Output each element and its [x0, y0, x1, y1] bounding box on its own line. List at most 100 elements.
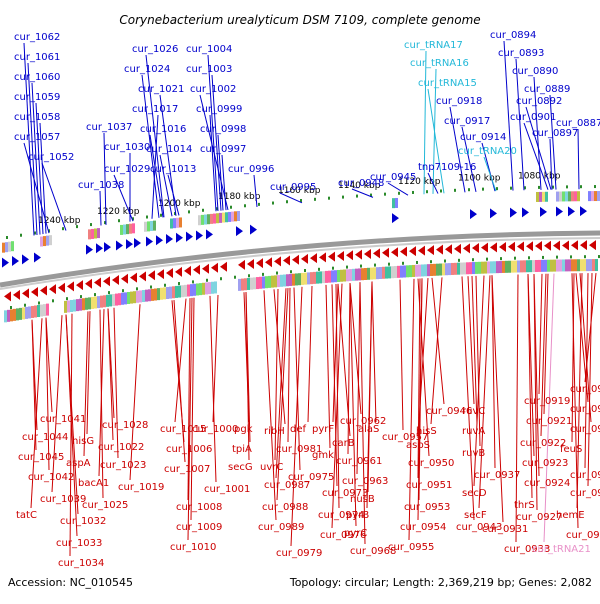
bottom-leader-line	[209, 295, 217, 483]
scale-dot	[146, 215, 148, 219]
cog-block	[216, 213, 219, 224]
cog-block	[325, 270, 328, 283]
cog-block	[502, 260, 505, 273]
cog-block	[505, 260, 508, 273]
cog-block	[237, 210, 240, 221]
minus-gene-arrow	[508, 241, 515, 252]
scale-dot	[346, 265, 348, 269]
cog-block	[379, 266, 382, 279]
minus-gene-arrow	[310, 253, 317, 264]
cog-block	[559, 191, 562, 202]
cog-block	[400, 265, 403, 278]
bottom-leader-line	[399, 279, 404, 431]
scale-dot	[150, 285, 152, 289]
bottom-leader-line	[45, 317, 53, 413]
minus-gene-arrow	[544, 240, 551, 251]
plus-gene-arrow	[12, 256, 19, 267]
minus-gene-arrow	[31, 286, 38, 297]
bottom-gene-label: cur_1039	[40, 494, 86, 505]
scale-dot	[174, 212, 176, 216]
cog-block	[126, 224, 129, 235]
cog-block	[88, 297, 91, 310]
bottom-leader-line	[527, 274, 533, 499]
bottom-gene-label: cur_0912	[570, 488, 600, 499]
cog-block	[91, 296, 94, 309]
minus-gene-arrow	[76, 280, 83, 291]
cog-block	[562, 191, 565, 202]
bottom-gene-label: cur_1032	[60, 516, 106, 527]
cog-block	[392, 198, 395, 209]
scale-dot	[272, 201, 274, 205]
minus-gene-arrow	[553, 240, 560, 251]
top-gene-label: cur_tRNA20	[458, 146, 517, 157]
top-gene-label: cur_1003	[186, 64, 232, 75]
cog-block	[331, 270, 334, 283]
cog-block	[205, 282, 208, 295]
cog-block	[198, 215, 201, 226]
scale-dot	[52, 299, 54, 303]
cog-block	[37, 305, 40, 318]
bottom-leader-line	[576, 273, 583, 509]
top-gene-label: cur_0995	[270, 182, 316, 193]
cog-block	[2, 242, 5, 253]
cog-block	[265, 276, 268, 289]
scale-dot	[402, 261, 404, 265]
plus-gene-arrow	[22, 254, 29, 265]
top-leader-line	[387, 182, 409, 196]
cog-block	[403, 265, 406, 278]
top-leader-line	[253, 174, 258, 208]
top-gene-label: cur_0887	[556, 118, 600, 129]
cog-block	[568, 191, 571, 202]
top-gene-label: cur_1052	[28, 152, 74, 163]
top-leader-line	[549, 94, 557, 190]
top-gene-label: cur_1038	[78, 180, 124, 191]
minus-gene-arrow	[175, 266, 182, 277]
bottom-gene-label: cur_tRNA21	[532, 544, 591, 555]
cog-block	[34, 305, 37, 318]
top-leader-line	[525, 106, 552, 190]
bottom-gene-label: cur_1010	[170, 542, 216, 553]
scale-dot	[388, 262, 390, 266]
top-leader-line	[533, 76, 542, 190]
scale-dot	[300, 199, 302, 202]
bottom-label-leaders	[30, 272, 597, 557]
cog-block	[442, 263, 445, 276]
scale-dot	[514, 256, 516, 260]
minus-gene-arrow	[193, 264, 200, 275]
scale-dot	[314, 197, 316, 201]
top-leader-line	[461, 126, 477, 192]
bottom-gene-labels: cur_1041 cur_1044 cur_1045 cur_1042 cur_1039…	[16, 384, 600, 569]
scale-dot	[570, 255, 572, 259]
bottom-leader-line	[99, 309, 104, 499]
minus-gene-arrow	[382, 247, 389, 258]
cog-block	[181, 285, 184, 298]
bottom-gene-label: cur_0988	[262, 502, 308, 513]
kbp-label: 1220 kbp	[97, 207, 140, 217]
bottom-leader-line	[473, 275, 485, 487]
top-gene-label: cur_0893	[498, 48, 544, 59]
bottom-gene-label: secF	[464, 510, 487, 521]
minus-gene-arrow	[328, 251, 335, 262]
top-gene-label: cur_1021	[138, 84, 184, 95]
bottom-gene-label: cur_0919	[524, 396, 570, 407]
cog-block	[490, 261, 493, 274]
top-leader-line	[523, 122, 549, 190]
bottom-leader-line	[371, 281, 377, 423]
cog-block	[238, 278, 241, 291]
cog-block	[262, 276, 265, 289]
minus-gene-arrow	[391, 247, 398, 258]
cog-block	[307, 272, 310, 285]
bottom-gene-label: cur_0943	[456, 522, 502, 533]
top-gene-label: cur_0894	[490, 30, 536, 41]
scale-dot	[34, 231, 36, 235]
bottom-gene-label: cur_0906	[570, 384, 600, 395]
cog-block	[538, 259, 541, 272]
cog-block	[207, 214, 210, 225]
cog-block	[487, 261, 490, 274]
bottom-gene-label: cur_1006	[166, 444, 212, 455]
minus-gene-arrow	[166, 268, 173, 279]
plus-gene-arrow	[540, 206, 547, 217]
scale-dot	[48, 229, 50, 233]
top-gene-label: cur_0890	[512, 66, 558, 77]
scale-dot	[132, 217, 134, 221]
